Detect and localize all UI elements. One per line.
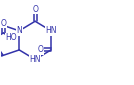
- Text: O: O: [0, 19, 6, 28]
- Text: HN: HN: [29, 55, 41, 64]
- Text: HO: HO: [6, 33, 17, 42]
- Text: N: N: [16, 26, 22, 35]
- Text: HN: HN: [45, 26, 57, 35]
- Text: O: O: [32, 5, 38, 14]
- Text: O: O: [37, 45, 43, 54]
